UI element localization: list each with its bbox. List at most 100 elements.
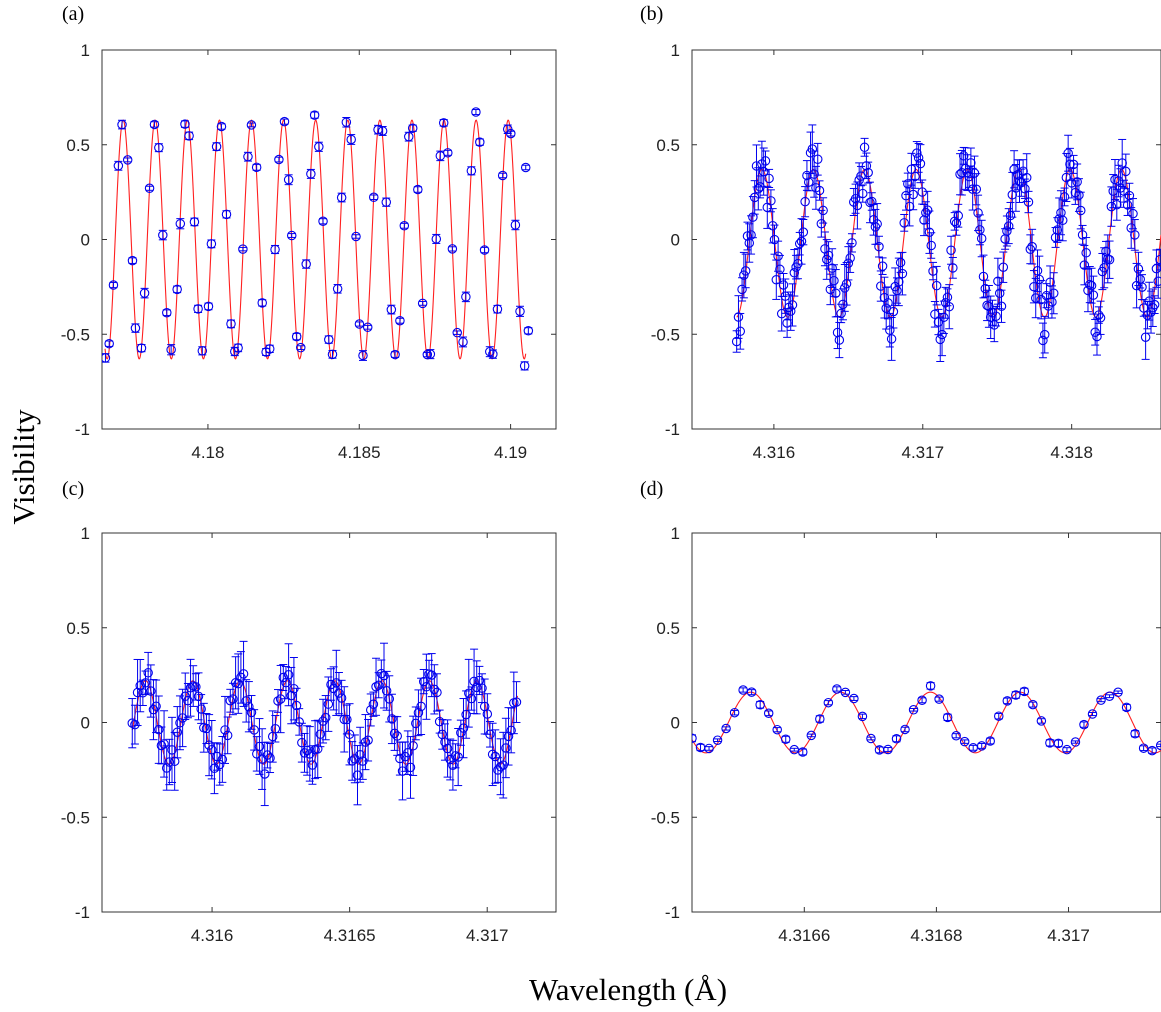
data-marker [751,161,762,171]
data-point [479,245,490,255]
data-marker [1021,172,1032,183]
data-point [1128,198,1138,230]
data-marker [413,184,423,195]
data-point [994,277,1005,310]
data-marker [1149,299,1160,310]
data-marker [1153,276,1161,287]
data-marker [172,727,183,737]
data-point [1087,709,1098,719]
data-marker [365,705,376,715]
panel-a: (a) -1 -0.5 0 0.5 1 4.18 4.185 4.19 [61,3,557,462]
data-marker [739,270,749,280]
data-marker [166,344,176,355]
data-point [976,741,987,751]
data-marker [758,166,769,177]
data-marker [1124,190,1135,201]
data-marker [175,218,186,229]
data-point [1140,314,1151,360]
data-point [332,284,343,294]
data-marker [803,177,814,187]
data-marker [228,694,238,704]
data-marker [307,760,318,770]
data-marker [495,761,506,772]
data-marker [175,718,185,728]
data-point [874,235,884,258]
y-tick-label: -0.5 [651,808,680,827]
data-marker [440,737,450,747]
data-point [800,186,810,218]
data-marker [477,683,487,693]
data-marker [753,184,764,194]
y-tick-label: 0 [671,231,680,250]
data-point [487,722,498,787]
data-marker [904,201,915,212]
data-marker [827,263,837,273]
data-marker [888,306,899,317]
data-point [1032,249,1043,293]
plot-area-frame [691,49,1161,430]
data-marker [1028,699,1038,710]
data-point [852,181,863,230]
data-point [431,233,442,244]
data-marker [912,148,922,158]
panel-label: (a) [62,3,84,25]
data-marker [924,227,935,237]
data-marker [336,693,347,703]
data-marker [847,238,857,248]
x-tick-label: 4.316 [191,926,234,945]
data-point [942,712,953,723]
data-marker [931,280,942,291]
data-marker [766,196,776,206]
data-marker [485,729,495,740]
data-marker [376,668,387,679]
data-marker [985,736,995,746]
data-point [794,231,805,256]
data-point [729,707,740,718]
data-point [1155,740,1161,751]
data-point [352,745,363,806]
data-marker [264,344,275,354]
data-marker [1003,221,1014,231]
data-marker [767,221,778,231]
data-point [461,291,471,303]
data-marker [207,744,217,755]
data-marker [895,257,906,268]
data-point [925,681,936,691]
data-point [270,715,281,743]
data-point [1103,234,1113,284]
data-point [789,744,800,755]
data-point [336,192,347,203]
data-marker [315,729,326,739]
data-point [492,304,503,314]
data-point [417,298,428,309]
data-marker [809,169,819,179]
data-point [753,167,764,211]
data-point [834,321,845,359]
data-point [991,305,1001,327]
data-marker [901,190,911,201]
data-marker [238,244,248,254]
x-tick-label: 4.19 [494,443,527,462]
data-marker [161,763,172,773]
data-marker [1147,745,1157,756]
data-point [355,726,365,783]
data-marker [381,197,392,207]
data-marker [1011,690,1021,700]
data-marker [1029,281,1039,292]
data-point [1023,190,1034,214]
data-marker [434,716,445,727]
data-marker [306,169,316,179]
data-point [867,192,877,211]
data-marker [291,331,302,342]
data-point [899,213,909,232]
data-marker [466,693,477,704]
data-point [1121,702,1132,713]
data-point [967,167,978,211]
data-point [390,349,400,360]
data-marker [469,676,479,687]
data-point [721,723,731,734]
data-marker [332,284,343,294]
data-marker [742,231,753,241]
data-marker [870,222,881,232]
